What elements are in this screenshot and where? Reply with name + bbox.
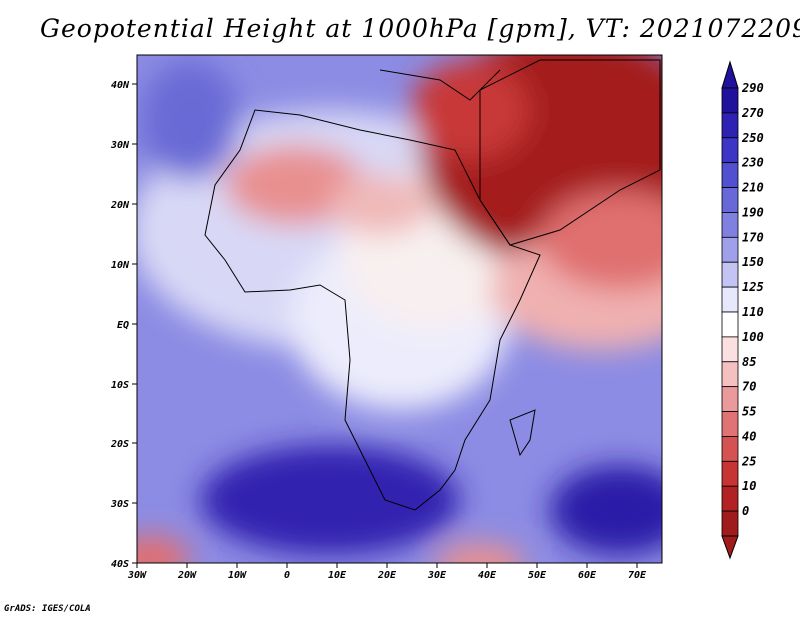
lat-label: 40N [111, 80, 130, 91]
colorbar-top-arrow [721, 60, 739, 89]
colorbar-label: 170 [742, 230, 764, 244]
colorbar-swatch [721, 361, 739, 388]
lon-label: 10E [328, 570, 347, 581]
colorbar-swatch [721, 162, 739, 188]
lon-label: 30W [127, 570, 147, 581]
colorbar-label: 150 [742, 255, 764, 269]
map-frame [136, 54, 663, 564]
colorbar-label: 10 [742, 479, 756, 493]
colorbar-swatch [721, 261, 739, 288]
lat-label: 40S [111, 559, 129, 570]
colorbar-label: 25 [741, 454, 756, 468]
lat-label: 30S [110, 499, 129, 510]
colorbar-swatch [721, 510, 739, 537]
colorbar-swatch [721, 386, 739, 412]
colorbar-swatch [721, 87, 739, 114]
lon-label: 70E [628, 570, 647, 581]
coastlines [204, 59, 661, 511]
colorbar-label: 40 [742, 429, 756, 443]
colorbar-label: 250 [741, 131, 764, 145]
colorbar-swatch [721, 187, 739, 213]
colorbar-label: 110 [742, 305, 764, 319]
lat-label: 30N [110, 140, 130, 151]
colorbar-label: 290 [741, 81, 764, 95]
lon-label: 20E [377, 570, 397, 581]
latitude-axis: 40N 30N 20N 10N EQ 10S 20S 30S 40S [110, 80, 137, 570]
colorbar-label: 270 [741, 106, 764, 120]
lon-label: 50E [528, 570, 547, 581]
colorbar-swatch [721, 436, 739, 462]
colorbar-label: 210 [741, 181, 764, 195]
colorbar-swatch [721, 212, 739, 238]
colorbar-bottom-arrow [721, 535, 739, 560]
colorbar-swatch [721, 411, 739, 437]
lon-label: 10W [228, 570, 247, 581]
colorbar-swatch [721, 286, 739, 313]
colorbar: 2902702502302101901701501251101008570554… [721, 60, 764, 560]
lon-label: 20W [177, 570, 197, 581]
lon-label: 0 [284, 570, 290, 581]
height-field [137, 55, 662, 563]
lat-label: 10N [111, 260, 130, 271]
colorbar-swatch [721, 137, 739, 164]
colorbar-swatch [721, 236, 739, 263]
colorbar-swatch [721, 311, 739, 338]
colorbar-label: 70 [742, 380, 756, 394]
colorbar-label: 190 [742, 205, 764, 219]
colorbar-swatch [721, 112, 739, 139]
colorbar-label: 85 [742, 355, 756, 369]
lat-label: EQ [117, 320, 129, 331]
lat-label: 20N [110, 200, 130, 211]
longitude-axis: 30W 20W 10W 0 10E 20E 30E 40E 50E 60E 70… [127, 563, 647, 581]
colorbar-swatch [721, 460, 739, 487]
colorbar-label: 230 [741, 156, 764, 170]
lon-label: 40E [478, 570, 497, 581]
footer-credit: GrADS: IGES/COLA [4, 604, 91, 614]
colorbar-label: 125 [742, 280, 764, 294]
colorbar-label: 55 [742, 405, 756, 419]
map-title: Geopotential Height at 1000hPa [gpm], VT… [40, 14, 800, 43]
lon-label: 30E [427, 570, 447, 581]
lat-label: 20S [110, 439, 129, 450]
lat-label: 10S [111, 380, 129, 391]
colorbar-label: 0 [742, 504, 749, 518]
lon-label: 60E [578, 570, 597, 581]
colorbar-label: 100 [742, 330, 764, 344]
colorbar-swatch [721, 336, 739, 363]
colorbar-swatch [721, 485, 739, 512]
